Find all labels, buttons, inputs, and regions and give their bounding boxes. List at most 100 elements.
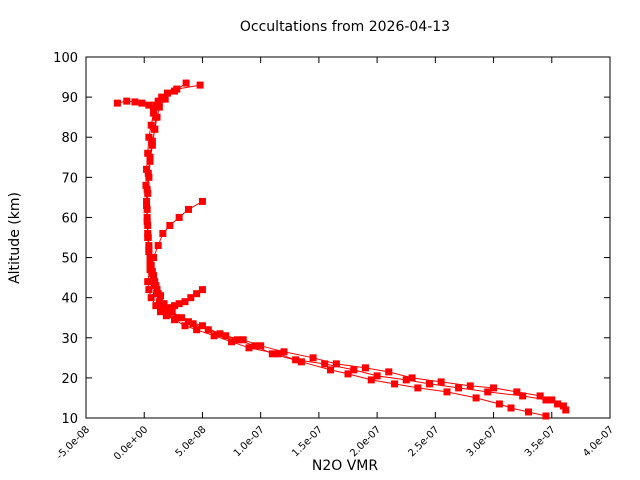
y-tick-label: 40 (61, 292, 78, 307)
data-point (144, 189, 152, 197)
series-line (145, 84, 547, 417)
data-point (274, 350, 282, 358)
data-point (297, 358, 305, 366)
data-point (166, 304, 174, 312)
data-point (157, 292, 165, 300)
data-point (151, 278, 159, 286)
data-series-group (113, 79, 570, 420)
y-tick-label: 20 (61, 372, 78, 387)
data-point (152, 113, 160, 121)
y-tick-label: 100 (53, 51, 78, 66)
data-point (113, 99, 121, 107)
data-point (361, 364, 369, 372)
data-point (251, 342, 259, 350)
data-point (146, 153, 154, 161)
data-point (321, 360, 329, 368)
data-point (145, 101, 153, 109)
data-point (233, 336, 241, 344)
data-point (414, 384, 422, 392)
x-axis-label: N2O VMR (312, 458, 379, 474)
data-point (193, 290, 201, 298)
data-point (536, 392, 544, 400)
data-point (524, 408, 532, 416)
data-point (145, 133, 153, 141)
data-point (443, 388, 451, 396)
data-point (182, 79, 190, 87)
data-point (490, 384, 498, 392)
data-point (513, 388, 521, 396)
data-point (147, 294, 155, 302)
data-point (151, 125, 159, 133)
data-point (175, 300, 183, 308)
data-point (146, 260, 154, 268)
data-point (268, 350, 276, 358)
data-point (170, 87, 178, 95)
data-point (154, 97, 162, 105)
x-tick-label: 5.0e-08 (174, 424, 209, 459)
data-point (472, 394, 480, 402)
data-point (542, 412, 550, 420)
data-point (152, 302, 160, 310)
data-point (148, 137, 156, 145)
data-point (292, 356, 300, 364)
data-point (562, 406, 570, 414)
data-point (239, 336, 247, 344)
data-point (131, 98, 139, 106)
data-point (548, 396, 556, 404)
data-point (157, 308, 165, 316)
series-line (117, 100, 567, 411)
data-point (146, 266, 154, 274)
data-point (144, 234, 152, 241)
data-point (168, 308, 176, 316)
data-point (166, 221, 174, 229)
y-tick-label: 10 (61, 412, 78, 427)
data-point (257, 342, 265, 350)
y-axis: 10 20 30 40 50 60 70 80 90 100 (53, 51, 610, 427)
data-point (142, 181, 150, 189)
data-point (196, 81, 204, 89)
data-point (554, 400, 562, 408)
y-tick-label: 90 (61, 91, 78, 106)
data-point (145, 173, 153, 181)
data-point (181, 322, 189, 330)
data-point (160, 300, 168, 308)
data-point (150, 282, 158, 290)
data-point (204, 326, 212, 334)
data-point (198, 322, 206, 330)
data-point (138, 99, 146, 107)
y-tick-label: 70 (61, 171, 78, 186)
y-tick-label: 50 (61, 252, 78, 267)
data-point (150, 254, 158, 262)
data-point (148, 141, 156, 149)
data-point (245, 344, 253, 352)
data-point (177, 314, 185, 322)
data-point (181, 298, 189, 306)
data-point (155, 103, 163, 111)
data-point (187, 294, 195, 302)
data-point (148, 270, 156, 278)
data-point (143, 185, 151, 193)
data-point (309, 354, 317, 362)
x-tick-label: -5.0e-08 (55, 424, 92, 461)
data-point (367, 376, 375, 384)
y-tick-label: 80 (61, 131, 78, 146)
data-point (280, 348, 288, 356)
data-point (495, 400, 503, 408)
data-point (327, 366, 335, 374)
data-point (426, 380, 434, 388)
data-point (408, 374, 416, 382)
x-tick-label: 3.5e-07 (523, 424, 558, 459)
data-point (189, 320, 197, 328)
data-point (542, 396, 550, 404)
data-point (152, 290, 160, 298)
data-point (344, 370, 352, 378)
data-point (373, 372, 381, 380)
data-point (161, 95, 169, 103)
data-point (175, 213, 183, 221)
data-point (402, 376, 410, 384)
chart-title: Occultations from 2026-04-13 (240, 19, 450, 35)
data-point (123, 97, 131, 105)
data-point (145, 248, 153, 256)
data-point (154, 242, 162, 250)
data-point (144, 169, 152, 177)
